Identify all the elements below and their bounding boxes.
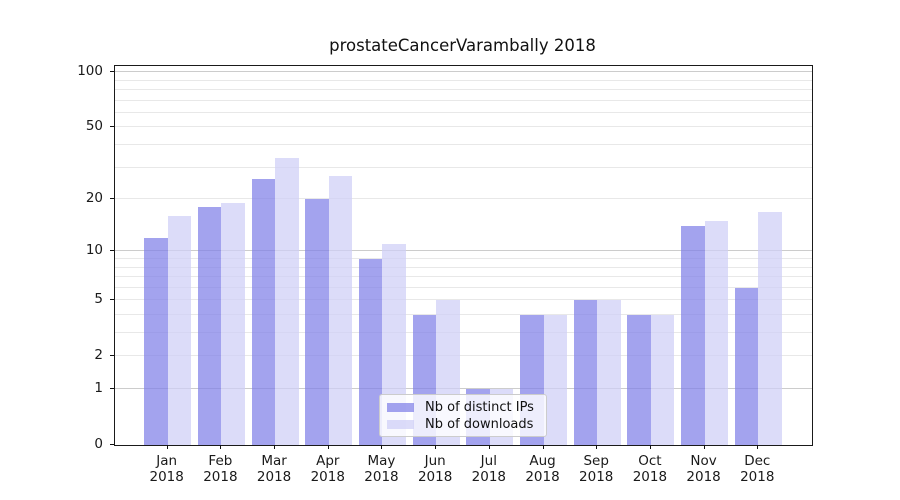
y-tick-label: 0	[94, 436, 103, 452]
x-tick-label: Jul 2018	[471, 453, 506, 485]
x-tick	[703, 445, 705, 449]
bar-distinct-ips-apr	[305, 199, 329, 445]
x-tick-label: Nov 2018	[686, 453, 721, 485]
x-tick-label: Apr 2018	[310, 453, 345, 485]
x-tick	[166, 445, 168, 449]
bar-downloads-aug	[543, 314, 568, 445]
x-tick	[327, 445, 329, 449]
gridline-minor	[115, 266, 812, 268]
y-tick-label: 20	[85, 190, 103, 207]
gridline-major	[115, 250, 812, 252]
x-tick	[649, 445, 651, 449]
x-tick-label: Dec 2018	[740, 453, 775, 485]
gridline-minor	[115, 355, 812, 357]
legend-label: Nb of downloads	[425, 416, 534, 432]
gridline-minor	[115, 126, 812, 128]
x-tick	[757, 445, 759, 449]
y-tick-label: 100	[77, 63, 103, 80]
gridline-major	[115, 71, 812, 73]
y-tick	[110, 388, 114, 389]
legend-item: Nb of distinct IPs	[387, 399, 546, 416]
x-tick	[381, 445, 383, 449]
x-tick-label: Jun 2018	[417, 453, 453, 485]
y-tick	[110, 126, 114, 128]
y-tick-label: 1	[94, 380, 103, 396]
legend: Nb of distinct IPs Nb of downloads	[379, 394, 547, 437]
gridline-minor	[115, 111, 812, 113]
bar-distinct-ips-feb	[197, 207, 222, 445]
gridline-minor	[115, 299, 812, 301]
bar-downloads-mar	[275, 157, 299, 445]
gridline-minor	[115, 332, 812, 334]
y-tick	[110, 299, 114, 301]
x-tick-label: Oct 2018	[632, 453, 668, 485]
y-tick-label: 5	[94, 291, 103, 308]
bar-downloads-apr	[328, 175, 353, 445]
y-tick-label: 2	[94, 347, 103, 364]
legend-item: Nb of downloads	[387, 416, 546, 433]
bar-distinct-ips-nov	[681, 226, 705, 445]
x-tick	[542, 445, 544, 449]
x-tick	[274, 445, 276, 449]
x-tick-label: Jan 2018	[149, 453, 184, 485]
legend-label: Nb of distinct IPs	[425, 399, 534, 415]
gridline-minor	[115, 89, 812, 90]
y-tick	[110, 198, 114, 200]
x-tick-label: May 2018	[364, 453, 399, 485]
x-tick-label: Feb 2018	[203, 453, 238, 485]
y-tick	[110, 71, 114, 73]
gridline-minor	[115, 166, 812, 168]
gridline-major	[115, 388, 812, 390]
y-tick	[110, 250, 114, 252]
gridline-minor	[115, 257, 812, 259]
bar-distinct-ips-mar	[251, 178, 276, 445]
bar-distinct-ips-may	[358, 258, 383, 445]
x-tick	[488, 445, 490, 449]
x-tick	[435, 445, 437, 449]
plot-area: Nb of distinct IPs Nb of downloads	[114, 65, 813, 446]
x-tick-label: Mar 2018	[256, 453, 292, 485]
bar-distinct-ips-jan	[144, 237, 168, 445]
bar-distinct-ips-sep	[573, 300, 598, 445]
bar-downloads-sep	[597, 300, 621, 445]
bar-distinct-ips-dec	[734, 287, 759, 445]
legend-swatch-downloads	[387, 419, 414, 429]
bar-downloads-dec	[758, 211, 782, 445]
gridline-minor	[115, 198, 812, 200]
y-tick-label: 50	[85, 118, 103, 135]
legend-swatch-distinct-ips	[387, 402, 414, 412]
y-tick	[110, 444, 114, 445]
gridline-minor	[115, 276, 812, 278]
gridline-minor	[115, 313, 812, 315]
y-tick-label: 10	[85, 242, 103, 259]
gridline-minor	[115, 144, 812, 145]
chart-title: prostateCancerVarambally 2018	[329, 36, 596, 55]
bar-downloads-feb	[221, 202, 245, 445]
x-tick	[220, 445, 222, 449]
bar-downloads-nov	[704, 221, 729, 445]
x-tick-label: Sep 2018	[579, 453, 614, 485]
gridline-minor	[115, 79, 812, 81]
bar-downloads-oct	[650, 314, 675, 445]
bar-downloads-jan	[167, 216, 192, 445]
bar-distinct-ips-oct	[627, 314, 651, 445]
x-tick-label: Aug 2018	[525, 453, 560, 485]
gridline-minor	[115, 99, 812, 101]
x-tick	[596, 445, 598, 449]
gridline-minor	[115, 286, 812, 288]
y-tick	[110, 355, 114, 357]
